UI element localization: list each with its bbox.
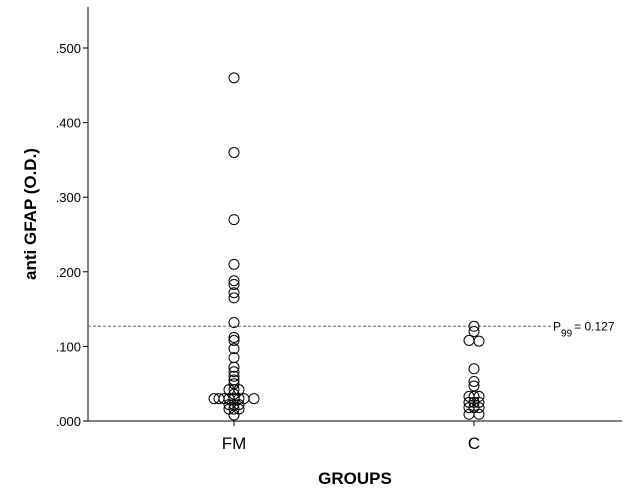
data-point-fm xyxy=(228,384,240,396)
x-axis-title: GROUPS xyxy=(318,469,392,488)
data-point-fm xyxy=(228,146,240,158)
data-point-c xyxy=(473,408,485,420)
data-point-c xyxy=(463,408,475,420)
data-point-fm xyxy=(228,72,240,84)
data-point-fm xyxy=(228,317,240,329)
reference-line-group: P99= 0.127 xyxy=(88,319,615,339)
y-tick-label: .400 xyxy=(56,116,81,131)
reference-label-main: P xyxy=(553,319,561,333)
y-tick-label: .000 xyxy=(56,414,81,429)
data-point-c xyxy=(473,335,485,347)
data-point-c xyxy=(468,380,480,392)
y-tick-label: .100 xyxy=(56,339,81,354)
data-point-fm xyxy=(228,403,240,415)
data-point-fm xyxy=(228,287,240,299)
data-point-fm xyxy=(228,366,240,378)
data-point-c xyxy=(468,363,480,375)
data-point-c xyxy=(473,402,485,414)
data-point-fm xyxy=(228,331,240,343)
y-tick-label: .200 xyxy=(56,265,81,280)
reference-label-subscript: 99 xyxy=(561,328,573,339)
data-point-fm xyxy=(228,278,240,290)
x-tick-label: C xyxy=(468,434,480,453)
data-point-fm xyxy=(228,409,240,421)
data-point-c xyxy=(463,334,475,346)
data-point-fm xyxy=(228,370,240,382)
data-point-c xyxy=(468,320,480,332)
data-points xyxy=(208,72,485,421)
data-point-fm xyxy=(228,292,240,304)
data-point-fm xyxy=(248,393,260,405)
data-point-c xyxy=(468,375,480,387)
data-point-fm xyxy=(228,258,240,270)
data-point-fm xyxy=(228,214,240,226)
reference-label-value: = 0.127 xyxy=(574,319,615,333)
data-point-fm xyxy=(228,334,240,346)
data-point-fm xyxy=(228,343,240,355)
y-axis-title: anti GFAP (O.D.) xyxy=(21,148,40,280)
y-tick-label: .300 xyxy=(56,190,81,205)
data-point-c xyxy=(468,325,480,337)
y-tick-label: .500 xyxy=(56,41,81,56)
data-point-fm xyxy=(228,361,240,373)
data-point-fm xyxy=(228,275,240,287)
x-axis-ticks: FM C xyxy=(222,421,480,453)
y-axis-ticks: .000 .100 .200 .300 .400 .500 xyxy=(56,41,88,429)
x-tick-label: FM xyxy=(222,434,247,453)
reference-line-label: P99= 0.127 xyxy=(553,319,615,339)
